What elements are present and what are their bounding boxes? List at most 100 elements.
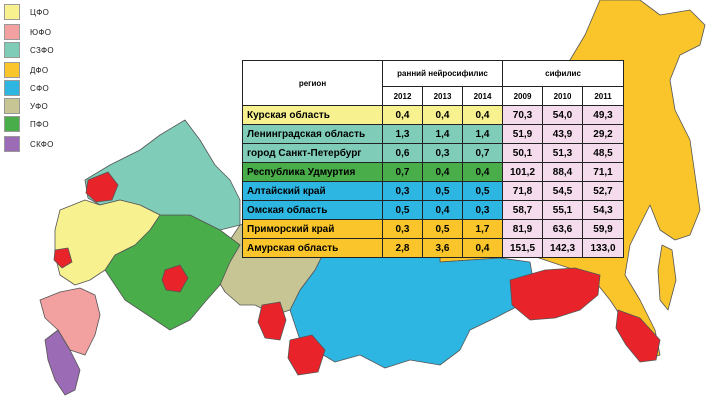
table-row: Амурская область 2,8 3,6 0,4 151,5 142,3 133,0 xyxy=(242,238,625,258)
incidence-table: регион ранний нейросифилис сифилис 2012 … xyxy=(242,60,625,258)
neurosyphilis-value: 0,3 xyxy=(382,181,423,201)
region-name: Ленинградская область xyxy=(242,124,383,144)
neurosyphilis-value: 1,7 xyxy=(461,219,504,239)
legend-label: СКФО xyxy=(30,139,54,149)
region-dfo-island xyxy=(657,244,677,311)
region-name: Республика Удмуртия xyxy=(242,162,383,182)
neurosyphilis-value: 1,3 xyxy=(382,124,423,144)
syphilis-value: 54,5 xyxy=(542,181,584,201)
syphilis-value: 52,7 xyxy=(582,181,625,201)
header-year: 2014 xyxy=(461,86,504,106)
syphilis-value: 71,1 xyxy=(582,162,625,182)
neurosyphilis-value: 0,5 xyxy=(422,219,463,239)
neurosyphilis-value: 0,4 xyxy=(422,200,463,220)
legend-item: СФО xyxy=(4,80,49,96)
neurosyphilis-value: 0,3 xyxy=(422,143,463,163)
syphilis-value: 71,8 xyxy=(502,181,544,201)
legend-item: ДФО xyxy=(4,62,48,78)
syphilis-value: 43,9 xyxy=(542,124,584,144)
highlight-omsk xyxy=(257,301,287,341)
neurosyphilis-value: 0,3 xyxy=(382,219,423,239)
table-body: Курская область 0,4 0,4 0,4 70,3 54,0 49,3 Лени… xyxy=(242,105,625,258)
neurosyphilis-value: 0,3 xyxy=(461,200,504,220)
region-name: город Санкт-Петербург xyxy=(242,143,383,163)
syphilis-value: 88,4 xyxy=(542,162,584,182)
neurosyphilis-value: 0,4 xyxy=(422,105,463,125)
highlight-amur xyxy=(509,267,601,321)
header-year: 2012 xyxy=(382,86,423,106)
syphilis-value: 48,5 xyxy=(582,143,625,163)
syphilis-value: 55,1 xyxy=(542,200,584,220)
legend-item: ПФО xyxy=(4,116,49,132)
header-year: 2011 xyxy=(582,86,625,106)
legend-swatch xyxy=(4,42,20,58)
header-year: 2013 xyxy=(422,86,463,106)
syphilis-value: 51,9 xyxy=(502,124,544,144)
syphilis-value: 29,2 xyxy=(582,124,625,144)
legend-swatch xyxy=(4,98,20,114)
neurosyphilis-value: 0,7 xyxy=(461,143,504,163)
neurosyphilis-value: 0,5 xyxy=(461,181,504,201)
region-name: Приморский край xyxy=(242,219,383,239)
neurosyphilis-value: 0,5 xyxy=(382,200,423,220)
region-name: Алтайский край xyxy=(242,181,383,201)
legend-swatch xyxy=(4,62,20,78)
legend-item: УФО xyxy=(4,98,48,114)
header-syphilis: сифилис xyxy=(502,60,625,87)
neurosyphilis-value: 0,4 xyxy=(422,162,463,182)
legend-swatch xyxy=(4,4,20,20)
highlight-udmurtia xyxy=(161,264,189,293)
neurosyphilis-value: 2,8 xyxy=(382,238,423,258)
legend-label: СЗФО xyxy=(30,45,54,55)
neurosyphilis-value: 3,6 xyxy=(422,238,463,258)
legend-item: СЗФО xyxy=(4,42,54,58)
legend-swatch xyxy=(4,116,20,132)
table-row: Ленинградская область 1,3 1,4 1,4 51,9 43,9 29… xyxy=(242,124,625,144)
neurosyphilis-value: 0,6 xyxy=(382,143,423,163)
neurosyphilis-value: 0,5 xyxy=(422,181,463,201)
syphilis-value: 54,3 xyxy=(582,200,625,220)
syphilis-value: 133,0 xyxy=(582,238,625,258)
neurosyphilis-value: 0,4 xyxy=(461,238,504,258)
highlight-kursk xyxy=(53,247,73,269)
region-yufo xyxy=(39,287,101,356)
header-year: 2010 xyxy=(542,86,584,106)
syphilis-value: 50,1 xyxy=(502,143,544,163)
neurosyphilis-value: 0,4 xyxy=(461,105,504,125)
highlight-primorsky xyxy=(615,309,661,363)
highlight-altai xyxy=(287,334,326,376)
highlight-leningrad xyxy=(85,171,119,203)
syphilis-value: 49,3 xyxy=(582,105,625,125)
legend-item: ЮФО xyxy=(4,24,51,40)
neurosyphilis-value: 0,7 xyxy=(382,162,423,182)
legend-item: ЦФО xyxy=(4,4,49,20)
legend-label: ДФО xyxy=(30,65,49,75)
legend-label: ПФО xyxy=(30,119,49,129)
legend-label: ЮФО xyxy=(30,27,52,37)
table-row: Алтайский край 0,3 0,5 0,5 71,8 54,5 52,7 xyxy=(242,181,625,201)
table-row: город Санкт-Петербург 0,6 0,3 0,7 50,1 51,3 48… xyxy=(242,143,625,163)
table-row: Приморский край 0,3 0,5 1,7 81,9 63,6 59,9 xyxy=(242,219,625,239)
table-row: Омская область 0,5 0,4 0,3 58,7 55,1 54,3 xyxy=(242,200,625,220)
legend-swatch xyxy=(4,80,20,96)
neurosyphilis-value: 1,4 xyxy=(461,124,504,144)
syphilis-value: 63,6 xyxy=(542,219,584,239)
header-year: 2009 xyxy=(502,86,544,106)
neurosyphilis-value: 1,4 xyxy=(422,124,463,144)
syphilis-value: 54,0 xyxy=(542,105,584,125)
syphilis-value: 51,3 xyxy=(542,143,584,163)
legend-swatch xyxy=(4,136,20,152)
region-skfo xyxy=(44,329,81,396)
syphilis-value: 81,9 xyxy=(502,219,544,239)
neurosyphilis-value: 0,4 xyxy=(382,105,423,125)
table-row: Республика Удмуртия 0,7 0,4 0,4 101,2 88,4 71,… xyxy=(242,162,625,182)
region-name: Курская область xyxy=(242,105,383,125)
region-name: Омская область xyxy=(242,200,383,220)
syphilis-value: 151,5 xyxy=(502,238,544,258)
region-cfo xyxy=(54,199,161,286)
header-neurosyphilis: ранний нейросифилис xyxy=(381,60,504,87)
syphilis-value: 101,2 xyxy=(502,162,544,182)
neurosyphilis-value: 0,4 xyxy=(461,162,504,182)
syphilis-value: 59,9 xyxy=(582,219,625,239)
legend-label: УФО xyxy=(30,101,49,111)
